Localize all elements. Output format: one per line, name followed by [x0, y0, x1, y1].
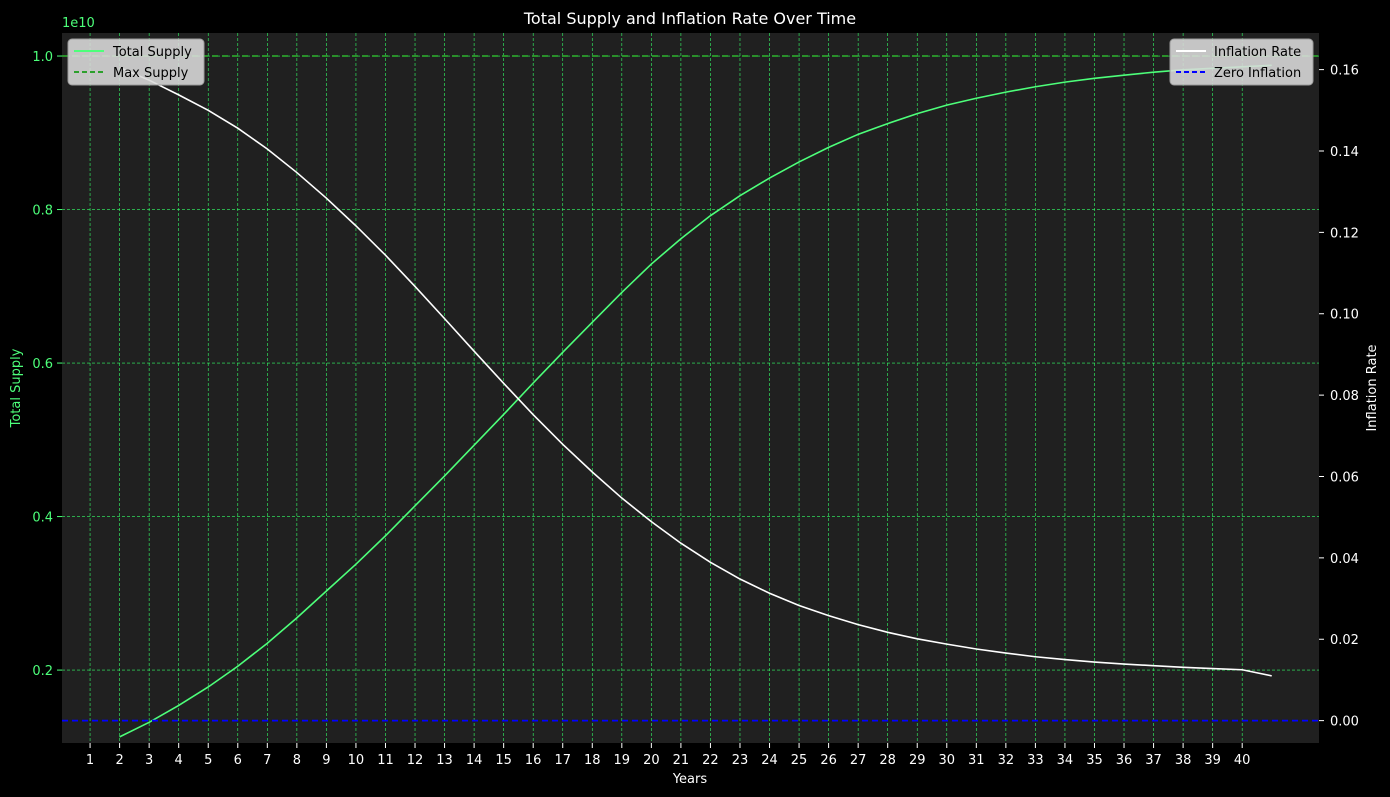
left-axis-label: Total Supply: [9, 348, 24, 428]
legend-max-supply-label: Max Supply: [113, 66, 189, 81]
x-tick-label: 39: [1204, 753, 1221, 768]
right-tick-label: 0.16: [1330, 64, 1359, 79]
x-tick-label: 5: [204, 753, 212, 768]
legend-zero-inflation-label: Zero Inflation: [1214, 66, 1301, 81]
left-tick-label: 0.2: [32, 664, 53, 679]
x-tick-label: 8: [293, 753, 301, 768]
x-tick-label: 12: [407, 753, 424, 768]
x-tick-label: 25: [791, 753, 808, 768]
x-tick-label: 6: [234, 753, 242, 768]
legend-inflation-rate-label: Inflation Rate: [1214, 45, 1301, 60]
right-tick-label: 0.06: [1330, 470, 1359, 485]
x-tick-label: 21: [673, 753, 690, 768]
x-tick-label: 18: [584, 753, 601, 768]
x-tick-label: 14: [466, 753, 483, 768]
x-tick-label: 40: [1234, 753, 1251, 768]
x-tick-label: 37: [1145, 753, 1162, 768]
x-tick-label: 11: [377, 753, 394, 768]
left-tick-label: 0.4: [32, 511, 53, 526]
x-tick-label: 17: [554, 753, 571, 768]
x-tick-label: 26: [820, 753, 837, 768]
x-tick-label: 29: [909, 753, 926, 768]
plot-area: [62, 33, 1319, 743]
left-axis-offset-label: 1e10: [62, 16, 95, 31]
axes: 1 2 3 4 5 6 7 8 9 10 11 12 13 14 15 16 17 18 19 20 21 22 23 24 2…: [32, 50, 1359, 768]
legend-total-supply-label: Total Supply: [112, 45, 192, 60]
x-tick-label: 32: [998, 753, 1015, 768]
legend-right: Inflation Rate Zero Inflation: [1169, 38, 1314, 86]
x-tick-label: 9: [322, 753, 330, 768]
x-tick-label: 3: [145, 753, 153, 768]
x-tick-label: 22: [702, 753, 719, 768]
right-tick-label: 0.02: [1330, 633, 1359, 648]
x-tick-label: 16: [525, 753, 542, 768]
series-lines: [62, 55, 1319, 738]
x-tick-label: 36: [1116, 753, 1133, 768]
x-tick-label: 24: [761, 753, 778, 768]
total-supply-line: [119, 64, 1272, 738]
right-tick-label: 0.12: [1330, 226, 1359, 241]
x-tick-label: 33: [1027, 753, 1044, 768]
grid: [62, 33, 1319, 743]
inflation-rate-line: [119, 66, 1272, 677]
legend-left: Total Supply Max Supply: [67, 38, 205, 86]
x-tick-label: 4: [175, 753, 183, 768]
right-tick-label: 0.00: [1330, 715, 1359, 730]
x-tick-label: 7: [263, 753, 271, 768]
x-tick-label: 20: [643, 753, 660, 768]
right-tick-label: 0.14: [1330, 145, 1359, 160]
x-tick-label: 31: [968, 753, 985, 768]
right-tick-label: 0.04: [1330, 552, 1359, 567]
right-tick-label: 0.10: [1330, 308, 1359, 323]
x-tick-label: 23: [732, 753, 749, 768]
left-tick-label: 0.8: [32, 204, 53, 219]
x-tick-label: 2: [115, 753, 123, 768]
x-tick-label: 10: [348, 753, 365, 768]
chart-title: Total Supply and Inflation Rate Over Tim…: [523, 9, 856, 28]
x-tick-label: 19: [614, 753, 631, 768]
right-axis-label: Inflation Rate: [1365, 344, 1380, 431]
left-tick-label: 0.6: [32, 357, 53, 372]
x-tick-label: 35: [1086, 753, 1103, 768]
x-axis-label: Years: [672, 772, 708, 787]
x-tick-label: 1: [86, 753, 94, 768]
x-tick-label: 27: [850, 753, 867, 768]
x-tick-label: 38: [1175, 753, 1192, 768]
left-tick-label: 1.0: [32, 50, 53, 65]
x-tick-label: 15: [495, 753, 512, 768]
right-tick-label: 0.08: [1330, 389, 1359, 404]
x-tick-label: 28: [879, 753, 896, 768]
x-tick-label: 13: [436, 753, 453, 768]
x-tick-label: 30: [939, 753, 956, 768]
x-tick-label: 34: [1057, 753, 1074, 768]
